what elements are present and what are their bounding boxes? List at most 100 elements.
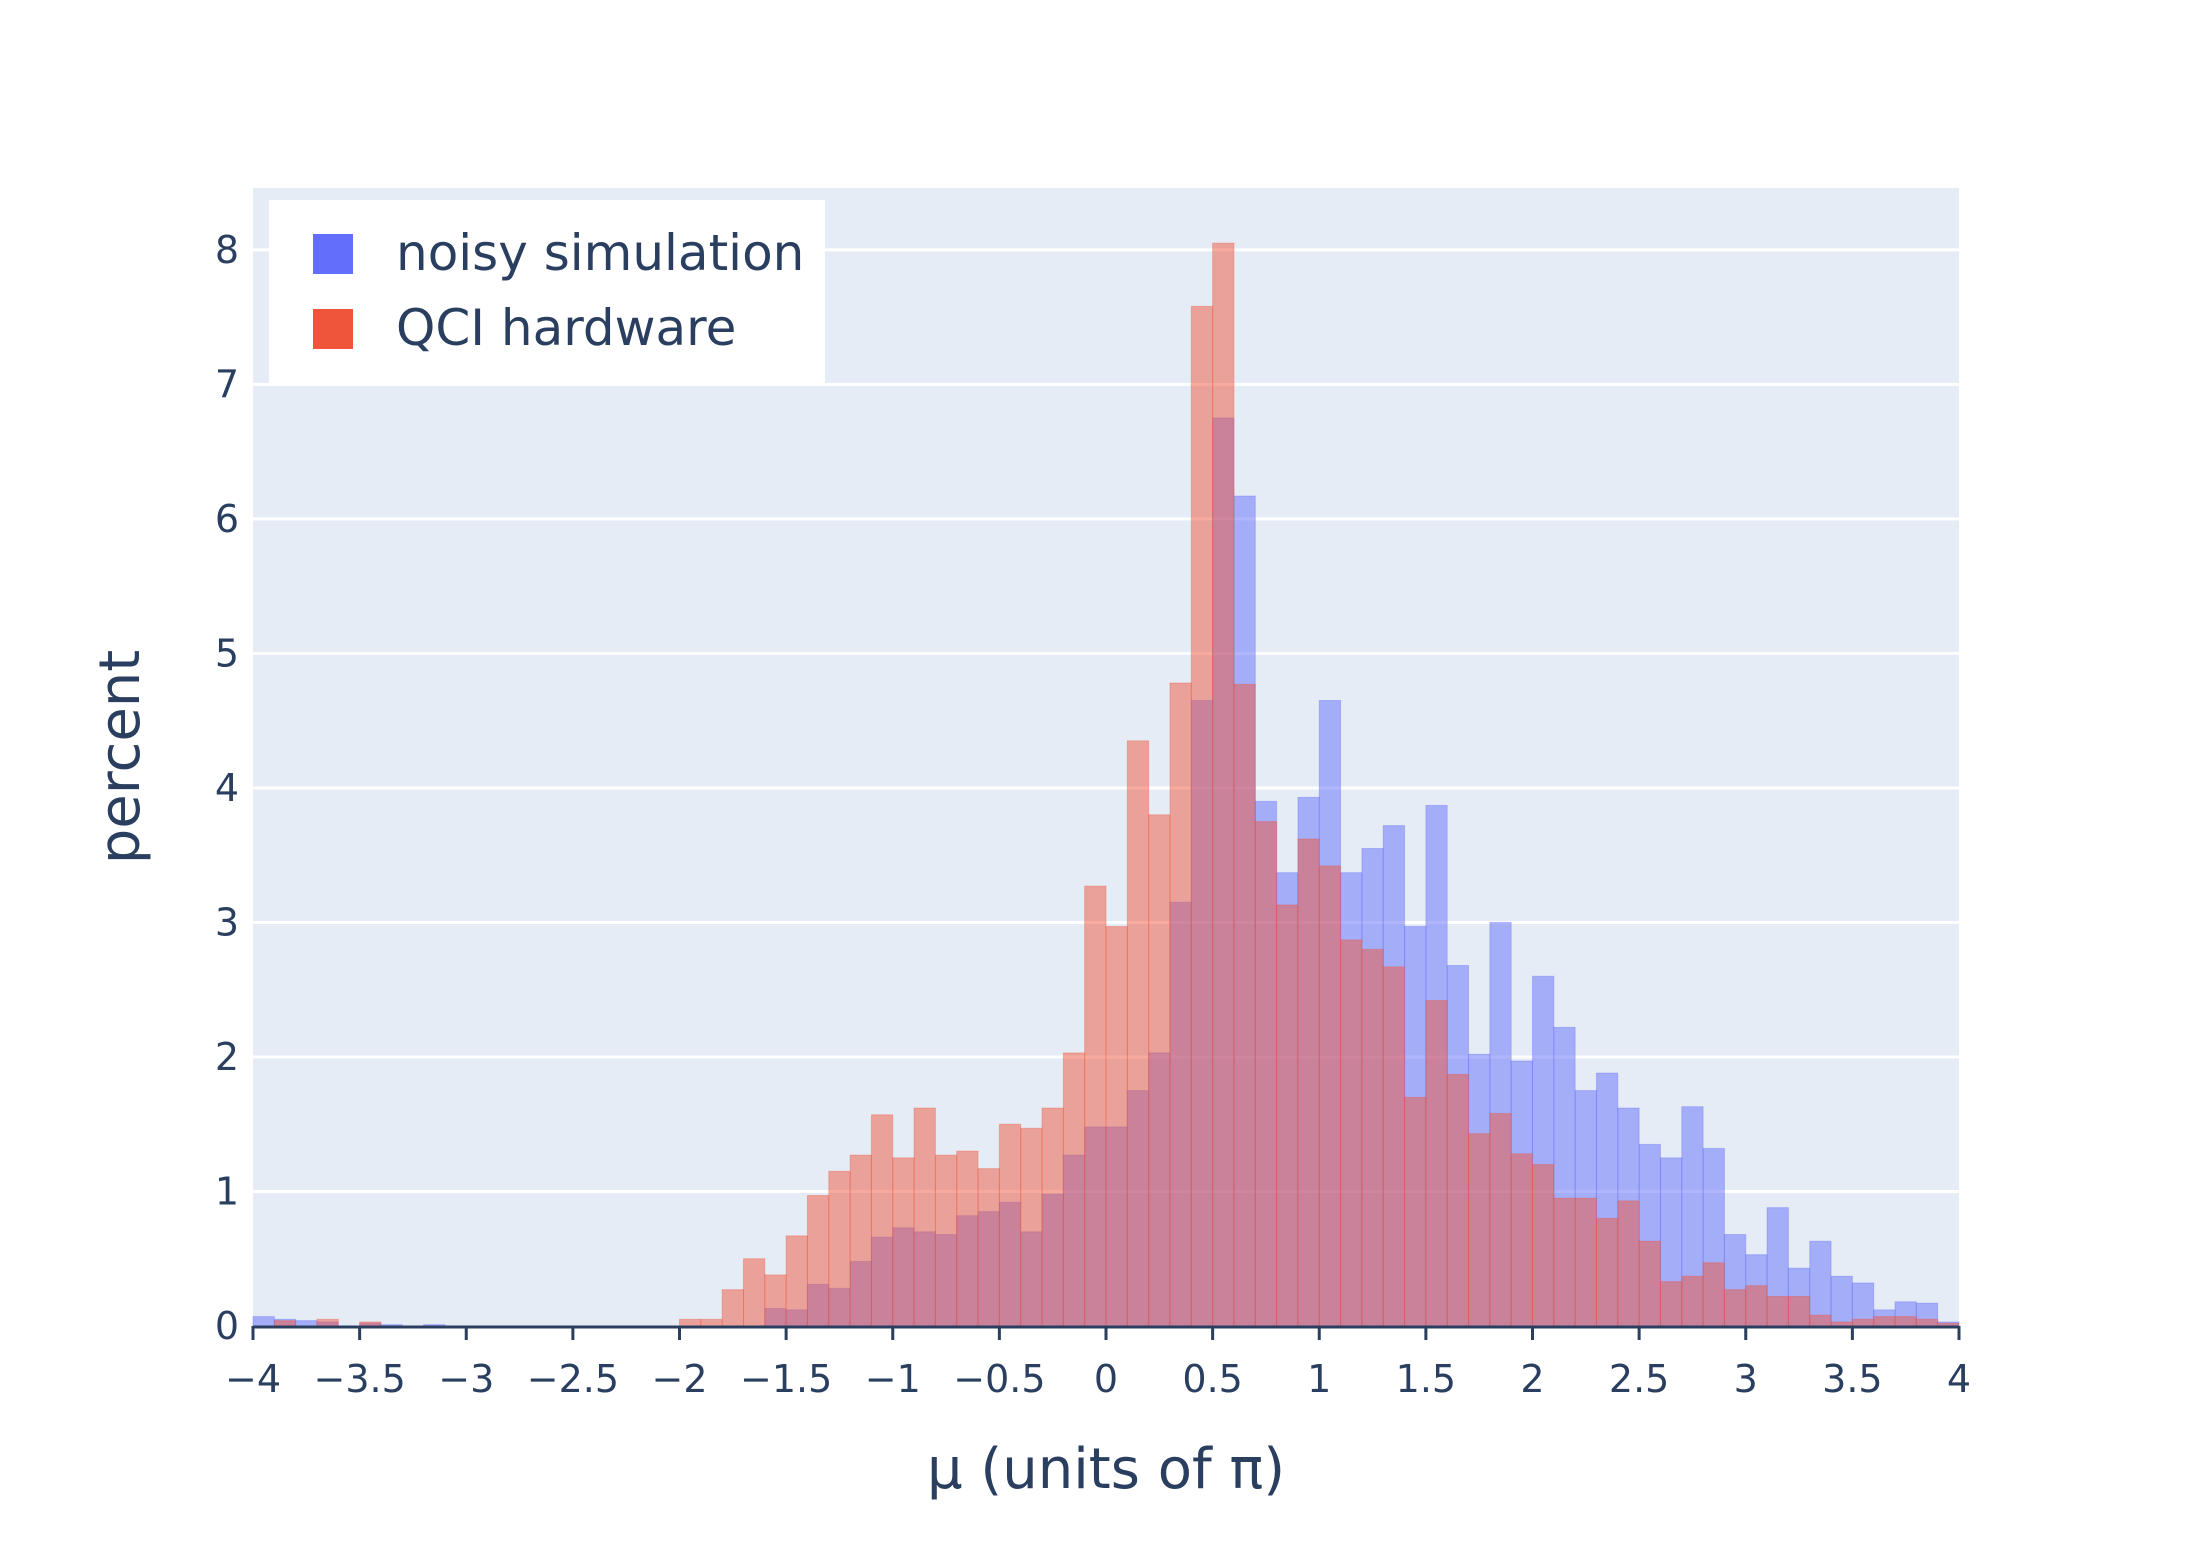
qci-hardware-bar [1340, 939, 1363, 1327]
qci-hardware-bar [1382, 966, 1406, 1327]
x-tick-label: −3 [438, 1357, 494, 1401]
y-tick-label: 7 [215, 362, 239, 406]
qci-hardware-bar [1873, 1316, 1896, 1327]
x-tick-label: 2 [1520, 1357, 1544, 1401]
qci-hardware-bar [1489, 1112, 1512, 1327]
qci-hardware-bar [870, 1114, 894, 1327]
qci-hardware-bar [1105, 925, 1128, 1327]
y-axis-title: percent [88, 650, 153, 864]
qci-hardware-bar [956, 1150, 979, 1327]
qci-hardware-bar [828, 1170, 851, 1327]
x-axis: −4 −3.5 −3 −2.5 −2 −1.5 −1 −0.5 0 0.5 1 1.5 2 2.5 3 3.5… [225, 1325, 1971, 1401]
qci-hardware-bar [359, 1321, 382, 1327]
qci-hardware-bar [1361, 948, 1384, 1327]
qci-hardware-bar [316, 1318, 339, 1327]
qci-hardware-bar [679, 1318, 702, 1327]
y-axis: 0 1 2 3 4 5 6 7 8 [215, 228, 239, 1348]
y-tick-label: 6 [215, 497, 239, 541]
qci-hardware-bar [1681, 1275, 1704, 1327]
qci-hardware-bar [806, 1195, 830, 1327]
y-tick-label: 5 [215, 631, 239, 675]
x-tick-label: −4 [225, 1357, 281, 1401]
qci-hardware-bar [1595, 1217, 1619, 1327]
x-tick-label: −1.5 [740, 1357, 832, 1401]
qci-hardware-bar [1809, 1314, 1832, 1327]
qci-hardware-bar [785, 1235, 808, 1327]
qci-hardware-bar [721, 1289, 744, 1327]
qci-hardware-bar [1553, 1197, 1576, 1327]
x-tick-label: 4 [1947, 1357, 1971, 1401]
x-tick-label: −2.5 [527, 1357, 619, 1401]
noisy-simulation-bar [1809, 1240, 1832, 1327]
qci-hardware-bar [1830, 1321, 1853, 1327]
y-tick-label: 2 [215, 1035, 239, 1079]
qci-hardware-bar [934, 1154, 958, 1327]
y-tick-label: 4 [215, 766, 239, 810]
qci-hardware-bar [742, 1258, 766, 1327]
qci-hardware-bar [1020, 1127, 1043, 1327]
qci-hardware-bar [1510, 1153, 1534, 1327]
qci-hardware-bar [1190, 305, 1214, 1327]
qci-hardware-bar [1148, 814, 1171, 1327]
qci-hardware-bar [1062, 1052, 1086, 1327]
qci-hardware-bar [1233, 683, 1256, 1327]
qci-hardware-bar [1169, 682, 1192, 1327]
x-tick-label: 1.5 [1396, 1357, 1456, 1401]
qci-hardware-bar [1297, 838, 1320, 1327]
y-tick-label: 0 [215, 1304, 239, 1348]
qci-hardware-bar [1532, 1164, 1555, 1327]
x-tick-label: −1 [865, 1357, 921, 1401]
qci-hardware-bar [1126, 740, 1150, 1327]
x-tick-label: 0 [1094, 1357, 1118, 1401]
noisy-simulation-bar [252, 1316, 275, 1327]
qci-hardware-bar [1638, 1240, 1661, 1327]
x-tick-label: −0.5 [953, 1357, 1045, 1401]
qci-hardware-bar [1041, 1107, 1064, 1327]
qci-hardware-bar [1766, 1295, 1789, 1327]
qci-hardware-bar [998, 1123, 1022, 1327]
qci-hardware-bar [1659, 1281, 1683, 1327]
qci-hardware-bar [892, 1157, 915, 1327]
qci-hardware-bar [1574, 1197, 1597, 1327]
qci-hardware-bar [913, 1107, 936, 1327]
qci-hardware-bar [1318, 865, 1342, 1327]
qci-hardware-bar [1468, 1133, 1491, 1327]
y-tick-label: 3 [215, 900, 239, 944]
qci-hardware-bar [1851, 1318, 1875, 1327]
qci-hardware-bar [1702, 1262, 1725, 1327]
legend-swatch-noisy-simulation [313, 234, 353, 274]
qci-hardware-bar [1212, 242, 1235, 1327]
qci-hardware-bar [1723, 1289, 1747, 1327]
x-tick-label: 3 [1734, 1357, 1758, 1401]
legend-background [269, 200, 825, 384]
qci-hardware-bar [764, 1274, 787, 1327]
x-tick-label: −2 [651, 1357, 707, 1401]
x-tick-label: 1 [1307, 1357, 1331, 1401]
noisy-simulation-bar [295, 1320, 318, 1327]
legend-swatch-qci-hardware [313, 309, 353, 349]
legend-label-qci-hardware: QCI hardware [396, 299, 736, 357]
qci-hardware-bar [1745, 1285, 1768, 1327]
qci-hardware-bar [1446, 1073, 1470, 1327]
y-tick-label: 8 [215, 228, 239, 272]
qci-hardware-bar [849, 1154, 872, 1327]
qci-hardware-bar [1425, 999, 1448, 1327]
qci-hardware-bar [1787, 1295, 1811, 1327]
x-tick-label: 2.5 [1609, 1357, 1669, 1401]
legend-label-noisy-simulation: noisy simulation [396, 224, 804, 282]
x-tick-label: −3.5 [313, 1357, 405, 1401]
qci-hardware-bar [1276, 904, 1299, 1327]
qci-hardware-bar [1254, 821, 1278, 1327]
y-tick-label: 1 [215, 1169, 239, 1213]
qci-hardware-bar [1915, 1318, 1939, 1327]
qci-hardware-bar [1084, 885, 1107, 1327]
x-tick-label: 0.5 [1182, 1357, 1242, 1401]
qci-hardware-bar [977, 1168, 1000, 1327]
qci-hardware-bar [700, 1318, 723, 1327]
noisy-simulation-bar [1830, 1275, 1853, 1327]
legend[interactable]: noisy simulation QCI hardware [269, 200, 825, 384]
qci-hardware-bar [1894, 1316, 1917, 1327]
qci-hardware-bar [273, 1320, 297, 1327]
qci-hardware-bar [1404, 1096, 1427, 1327]
